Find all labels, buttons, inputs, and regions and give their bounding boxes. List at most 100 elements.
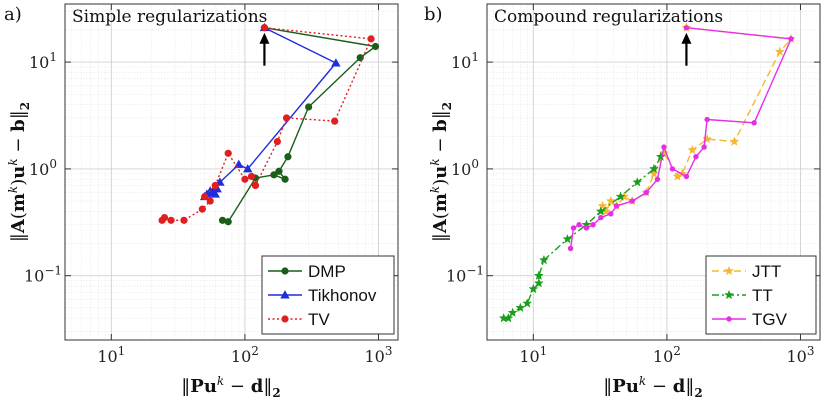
x-tick-label: 102 [653,344,681,366]
legend-label: TT [752,286,773,305]
data-point-tt [515,302,526,313]
data-point-tv [241,175,249,183]
data-point-tv [367,35,375,43]
panel-a-title: Simple regularizations [72,7,267,27]
data-point-tv [282,114,291,122]
legend-marker [280,290,290,299]
data-point-tgv [788,36,794,42]
panel-a-legend: DMP Tikhonov TV [261,255,395,335]
data-point-tgv [683,173,690,180]
panel-b-arrow-annotation [681,32,692,66]
x-tick-label: 102 [231,344,259,366]
data-point-tikhonov [331,58,341,67]
data-point-jtt [702,133,713,144]
y-tick-label: 100 [29,157,57,179]
data-point-tgv [613,203,620,209]
legend-label: DMP [308,262,346,281]
legend-item-tv: TV [268,310,330,329]
legend-label: Tikhonov [308,286,377,305]
data-point-dmp [270,171,278,179]
panel-b-legend-box [705,255,817,335]
data-point-jtt [597,200,608,211]
data-point-tgv [629,198,635,204]
data-point-tv [206,197,214,205]
panel-a-ylabel: ‖A(mk)uk − b‖2 [6,102,32,242]
data-point-tv [198,205,206,213]
data-point-dmp [284,153,292,161]
data-point-tv [260,24,269,32]
data-point-tgv [704,116,710,123]
data-point-tgv [598,214,604,221]
data-point-tt [538,254,549,265]
data-point-tgv [683,24,690,31]
panel-a: 101 102 103 10−1 100 101 Simple regularizatio… [4,3,399,400]
data-point-dmp [275,167,283,175]
legend-label: TV [308,310,330,329]
data-point-tt [498,312,509,323]
y-tick-label: 10−1 [24,264,62,286]
x-tick-label: 101 [519,344,547,366]
data-point-tv [224,149,232,157]
data-point-tgv [570,225,577,231]
arrow-head [259,32,270,44]
data-point-tt [533,278,544,288]
data-point-tv [247,172,256,181]
panel-a-arrow-annotation [259,32,270,66]
panel-b-label: b) [424,4,443,25]
panel-b-series [498,22,797,323]
legend-marker [281,315,289,323]
data-point-tv [167,216,175,224]
data-point-tgv [583,225,590,231]
legend-item-tikhonov: Tikhonov [268,286,377,305]
series-line-tt [503,156,662,319]
panel-b-title: Compound regularizations [494,7,723,27]
data-point-dmp [218,216,227,224]
data-point-tt [533,270,544,280]
panel-a-frame [64,3,399,341]
data-point-tt [632,177,643,187]
data-point-tikhonov [243,164,253,173]
x-tick-label: 101 [97,344,125,366]
y-tick-label: 101 [29,50,57,72]
panel-a-ticks: 101 102 103 10−1 100 101 [24,4,398,366]
data-point-tv [180,216,188,224]
data-point-tgv [701,144,707,150]
data-point-tgv [669,166,676,172]
legend-marker [724,289,734,300]
data-point-dmp [371,42,380,51]
panel-a-xlabel: ‖Puk − d‖2 [181,374,280,400]
data-point-tv [211,181,219,190]
data-point-tt [528,283,539,294]
legend-label: JTT [752,262,781,281]
panel-b-xlabel: ‖Puk − d‖2 [603,374,702,400]
data-point-jtt [687,144,698,155]
panel-b-legend: JTT TT TGV [705,255,817,335]
data-point-jtt [605,195,616,206]
data-point-tt [649,163,659,174]
legend-item-tgv: TGV [712,310,788,329]
data-point-dmp [305,103,313,111]
x-tick-label: 103 [364,344,392,366]
data-point-tt [615,191,626,201]
data-point-tv [331,117,339,125]
y-tick-label: 10−1 [446,264,484,286]
data-point-tgv [567,245,574,252]
data-point-jtt [774,46,785,56]
data-point-jtt [672,171,683,181]
data-point-tv [251,181,260,190]
data-point-tt [655,151,666,161]
legend-item-jtt: JTT [712,262,781,281]
panel-b-ylabel: ‖A(mk)uk − b‖2 [428,102,454,242]
series-tv [158,24,375,224]
data-point-tv [273,138,281,146]
y-tick-label: 100 [451,157,479,179]
x-tick-label: 103 [786,344,814,366]
data-point-tgv [590,222,596,228]
data-point-tt [562,233,573,244]
legend-label: TGV [752,310,788,329]
legend-item-tt: TT [712,286,773,305]
data-point-tt [595,206,606,216]
data-point-tt [522,298,533,308]
data-point-tt [507,307,518,317]
